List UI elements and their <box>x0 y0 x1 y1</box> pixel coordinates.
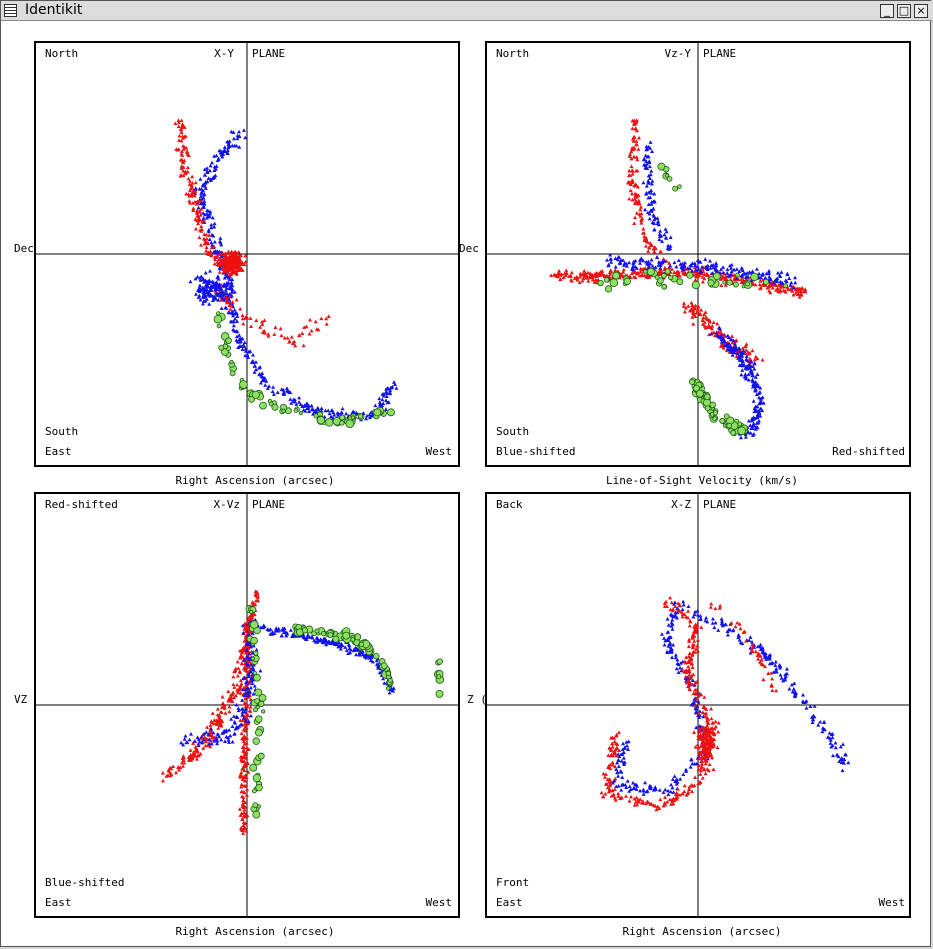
plane-label-right: PLANE <box>703 47 736 60</box>
x-axis-label: Right Ascension (arcsec) <box>623 925 782 938</box>
label-top-left: North <box>496 47 529 60</box>
x-axis-label: Line-of-Sight Velocity (km/s) <box>606 474 798 487</box>
label-bottom-left-1: South <box>45 425 78 438</box>
label-bottom-right: West <box>879 896 906 909</box>
maximize-button[interactable]: □ <box>897 4 911 18</box>
label-bottom-left-2: East <box>45 445 72 458</box>
label-bottom-left-2: East <box>45 896 72 909</box>
y-axis-label: VZ <box>14 693 28 706</box>
plot-canvas: North X-Y PLANE South East West Right As… <box>14 41 911 938</box>
plane-label-left: X-Vz <box>214 498 241 511</box>
plane-label-left: X-Y <box>214 47 234 60</box>
label-bottom-left-1: South <box>496 425 529 438</box>
panel-vzy: North Vz-Y PLANE South Blue-shifted Red-… <box>459 41 911 487</box>
label-top-left: Back <box>496 498 523 511</box>
label-bottom-left-2: Blue-shifted <box>496 445 575 458</box>
plane-label-right: PLANE <box>252 498 285 511</box>
panel-xy: North X-Y PLANE South East West Right As… <box>14 41 460 487</box>
title-bar[interactable]: Identikit _ □ × <box>1 1 932 21</box>
x-axis-label: Right Ascension (arcsec) <box>176 474 335 487</box>
window-menu-icon[interactable] <box>4 4 17 17</box>
close-button[interactable]: × <box>914 4 928 18</box>
label-top-left: Red-shifted <box>45 498 118 511</box>
scatter-points <box>599 595 851 812</box>
plane-label-left: X-Z <box>671 498 691 511</box>
panel-xz: Back X-Z PLANE Front East West Right Asc… <box>467 492 911 938</box>
scatter-points <box>549 118 808 440</box>
panel-xvz: Red-shifted X-Vz PLANE Blue-shifted East… <box>14 492 460 938</box>
label-top-left: North <box>45 47 78 60</box>
label-bottom-right: West <box>426 896 453 909</box>
label-bottom-left-1: Blue-shifted <box>45 876 124 889</box>
plane-label-right: PLANE <box>703 498 736 511</box>
y-axis-label: Dec <box>14 242 34 255</box>
label-bottom-left-2: East <box>496 896 523 909</box>
scatter-points <box>173 118 399 429</box>
y-axis-label: Dec <box>459 242 479 255</box>
window-title: Identikit <box>25 2 83 18</box>
minimize-button[interactable]: _ <box>880 4 894 18</box>
plane-label-right: PLANE <box>252 47 285 60</box>
label-bottom-right: Red-shifted <box>832 445 905 458</box>
scatter-points <box>160 589 445 835</box>
label-bottom-right: West <box>426 445 453 458</box>
x-axis-label: Right Ascension (arcsec) <box>176 925 335 938</box>
plane-label-left: Vz-Y <box>665 47 692 60</box>
client-area: North X-Y PLANE South East West Right As… <box>7 23 926 943</box>
label-bottom-left-1: Front <box>496 876 529 889</box>
y-axis-label: Z ( <box>467 693 487 706</box>
